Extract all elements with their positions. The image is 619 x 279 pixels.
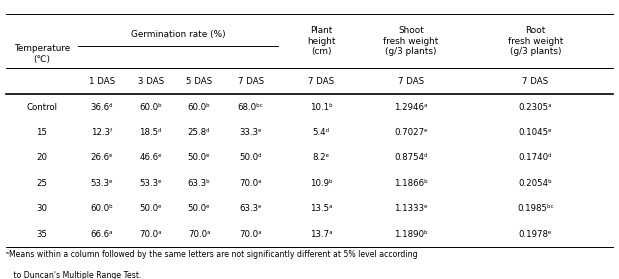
Text: 3 DAS: 3 DAS: [137, 77, 163, 86]
Text: 30: 30: [37, 204, 48, 213]
Text: 35: 35: [37, 230, 48, 239]
Text: 0.1978ᵉ: 0.1978ᵉ: [519, 230, 552, 239]
Text: 50.0ᵉ: 50.0ᵉ: [188, 153, 210, 162]
Text: 70.0ᵃ: 70.0ᵃ: [240, 230, 262, 239]
Text: 7 DAS: 7 DAS: [238, 77, 264, 86]
Text: Control: Control: [27, 103, 58, 112]
Text: 60.0ᵇ: 60.0ᵇ: [188, 103, 210, 112]
Text: Plant
height
(cm): Plant height (cm): [307, 26, 335, 56]
Text: 0.1740ᵈ: 0.1740ᵈ: [519, 153, 552, 162]
Text: 5 DAS: 5 DAS: [186, 77, 212, 86]
Text: 10.1ᵇ: 10.1ᵇ: [310, 103, 332, 112]
Text: 70.0ᵃ: 70.0ᵃ: [139, 230, 162, 239]
Text: 0.2305ᵃ: 0.2305ᵃ: [519, 103, 552, 112]
Text: to Duncan's Multiple Range Test.: to Duncan's Multiple Range Test.: [6, 271, 142, 279]
Text: 0.2054ᵇ: 0.2054ᵇ: [519, 179, 552, 188]
Text: Temperature
(℃): Temperature (℃): [14, 44, 70, 64]
Text: 1 DAS: 1 DAS: [89, 77, 115, 86]
Text: 10.9ᵇ: 10.9ᵇ: [310, 179, 332, 188]
Text: 36.6ᵈ: 36.6ᵈ: [91, 103, 113, 112]
Text: 0.1985ᵇᶜ: 0.1985ᵇᶜ: [517, 204, 554, 213]
Text: 63.3ᵉ: 63.3ᵉ: [240, 204, 262, 213]
Text: Root
fresh weight
(g/3 plants): Root fresh weight (g/3 plants): [508, 26, 563, 56]
Text: 15: 15: [37, 128, 48, 137]
Text: 0.7027ᵉ: 0.7027ᵉ: [394, 128, 428, 137]
Text: 1.1333ᵉ: 1.1333ᵉ: [394, 204, 428, 213]
Text: 50.0ᵉ: 50.0ᵉ: [188, 204, 210, 213]
Text: 26.6ᵉ: 26.6ᵉ: [91, 153, 113, 162]
Text: 18.5ᵈ: 18.5ᵈ: [139, 128, 162, 137]
Text: 20: 20: [37, 153, 48, 162]
Text: 53.3ᵉ: 53.3ᵉ: [139, 179, 162, 188]
Text: ᵃMeans within a column followed by the same letters are not significantly differ: ᵃMeans within a column followed by the s…: [6, 250, 418, 259]
Text: Germination rate (%): Germination rate (%): [131, 30, 225, 39]
Text: 66.6ᵃ: 66.6ᵃ: [91, 230, 113, 239]
Text: 7 DAS: 7 DAS: [522, 77, 548, 86]
Text: 46.6ᵉ: 46.6ᵉ: [139, 153, 162, 162]
Text: 53.3ᵉ: 53.3ᵉ: [91, 179, 113, 188]
Text: 68.0ᵇᶜ: 68.0ᵇᶜ: [238, 103, 264, 112]
Text: 5.4ᵈ: 5.4ᵈ: [313, 128, 329, 137]
Text: 13.7ᵃ: 13.7ᵃ: [310, 230, 332, 239]
Text: 70.0ᵃ: 70.0ᵃ: [188, 230, 210, 239]
Text: 8.2ᵉ: 8.2ᵉ: [313, 153, 329, 162]
Text: 0.8754ᵈ: 0.8754ᵈ: [394, 153, 428, 162]
Text: 1.2946ᵃ: 1.2946ᵃ: [394, 103, 428, 112]
Text: 33.3ᵉ: 33.3ᵉ: [240, 128, 262, 137]
Text: 25: 25: [37, 179, 48, 188]
Text: 1.1866ᵇ: 1.1866ᵇ: [394, 179, 428, 188]
Text: 1.1890ᵇ: 1.1890ᵇ: [394, 230, 428, 239]
Text: 50.0ᵉ: 50.0ᵉ: [139, 204, 162, 213]
Text: 60.0ᵇ: 60.0ᵇ: [139, 103, 162, 112]
Text: 13.5ᵃ: 13.5ᵃ: [310, 204, 332, 213]
Text: 25.8ᵈ: 25.8ᵈ: [188, 128, 210, 137]
Text: 63.3ᵇ: 63.3ᵇ: [188, 179, 210, 188]
Text: 12.3ᶠ: 12.3ᶠ: [91, 128, 113, 137]
Text: 7 DAS: 7 DAS: [308, 77, 334, 86]
Text: 7 DAS: 7 DAS: [398, 77, 424, 86]
Text: 0.1045ᵉ: 0.1045ᵉ: [519, 128, 552, 137]
Text: 60.0ᵇ: 60.0ᵇ: [90, 204, 113, 213]
Text: Shoot
fresh weight
(g/3 plants): Shoot fresh weight (g/3 plants): [383, 26, 439, 56]
Text: 50.0ᵈ: 50.0ᵈ: [240, 153, 262, 162]
Text: 70.0ᵃ: 70.0ᵃ: [240, 179, 262, 188]
